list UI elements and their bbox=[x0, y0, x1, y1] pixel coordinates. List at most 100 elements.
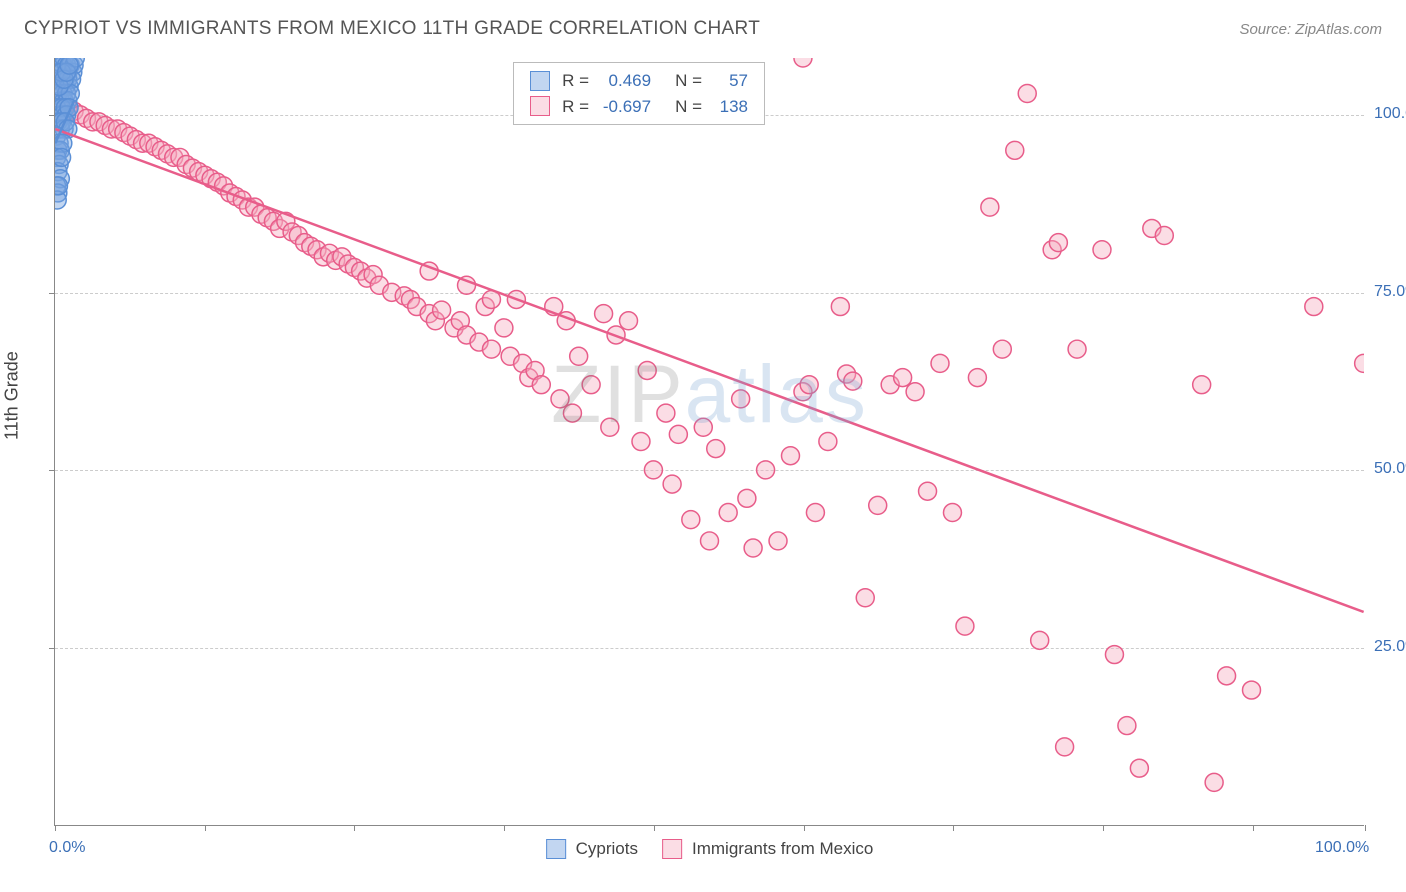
data-point-mexico bbox=[563, 404, 581, 422]
y-tick-label: 100.0% bbox=[1374, 105, 1406, 123]
data-point-mexico bbox=[719, 504, 737, 522]
data-point-mexico bbox=[482, 340, 500, 358]
data-point-mexico bbox=[551, 390, 569, 408]
data-point-mexico bbox=[1105, 646, 1123, 664]
stat-r-label: R = bbox=[562, 94, 589, 120]
data-point-mexico bbox=[1049, 234, 1067, 252]
data-point-mexico bbox=[1355, 354, 1364, 372]
data-point-mexico bbox=[1243, 681, 1261, 699]
scatter-layer bbox=[55, 58, 1364, 825]
x-tick-label: 0.0% bbox=[49, 839, 85, 857]
data-point-mexico bbox=[582, 376, 600, 394]
x-tick bbox=[205, 825, 206, 831]
data-point-mexico bbox=[1193, 376, 1211, 394]
stat-n-value: 57 bbox=[714, 68, 748, 94]
stat-r-value: -0.697 bbox=[601, 94, 651, 120]
data-point-mexico bbox=[701, 532, 719, 550]
y-axis-label: 11th Grade bbox=[2, 351, 23, 440]
stat-n-label: N = bbox=[675, 94, 702, 120]
data-point-mexico bbox=[707, 440, 725, 458]
data-point-mexico bbox=[495, 319, 513, 337]
data-point-mexico bbox=[570, 347, 588, 365]
data-point-mexico bbox=[806, 504, 824, 522]
data-point-mexico bbox=[906, 383, 924, 401]
legend-stats-box: R = 0.469 N = 57 R = -0.697 N = 138 bbox=[513, 62, 765, 125]
legend-swatch bbox=[662, 839, 682, 859]
data-point-mexico bbox=[595, 305, 613, 323]
stat-r-label: R = bbox=[562, 68, 589, 94]
x-tick bbox=[1253, 825, 1254, 831]
x-tick bbox=[1365, 825, 1366, 831]
legend-swatch bbox=[546, 839, 566, 859]
legend-label: Cypriots bbox=[576, 839, 638, 859]
data-point-mexico bbox=[819, 433, 837, 451]
legend-item: Immigrants from Mexico bbox=[662, 839, 873, 859]
source-attribution: Source: ZipAtlas.com bbox=[1239, 21, 1382, 38]
stat-r-value: 0.469 bbox=[601, 68, 651, 94]
data-point-mexico bbox=[800, 376, 818, 394]
data-point-mexico bbox=[869, 496, 887, 514]
x-tick bbox=[804, 825, 805, 831]
data-point-mexico bbox=[919, 482, 937, 500]
data-point-mexico bbox=[1006, 141, 1024, 159]
legend-stats-row: R = 0.469 N = 57 bbox=[530, 68, 748, 94]
data-point-mexico bbox=[1155, 227, 1173, 245]
data-point-mexico bbox=[794, 58, 812, 67]
data-point-mexico bbox=[968, 369, 986, 387]
legend-swatch bbox=[530, 71, 550, 91]
data-point-mexico bbox=[831, 298, 849, 316]
data-point-mexico bbox=[732, 390, 750, 408]
data-point-mexico bbox=[1118, 717, 1136, 735]
data-point-mexico bbox=[433, 301, 451, 319]
x-tick bbox=[953, 825, 954, 831]
data-point-mexico bbox=[894, 369, 912, 387]
y-tick-label: 75.0% bbox=[1374, 283, 1406, 301]
data-point-mexico bbox=[993, 340, 1011, 358]
data-point-mexico bbox=[638, 361, 656, 379]
data-point-mexico bbox=[981, 198, 999, 216]
legend-swatch bbox=[530, 96, 550, 116]
data-point-mexico bbox=[669, 425, 687, 443]
data-point-mexico bbox=[738, 489, 756, 507]
data-point-mexico bbox=[620, 312, 638, 330]
data-point-mexico bbox=[1018, 85, 1036, 103]
data-point-mexico bbox=[657, 404, 675, 422]
data-point-mexico bbox=[1056, 738, 1074, 756]
legend-label: Immigrants from Mexico bbox=[692, 839, 873, 859]
data-point-mexico bbox=[956, 617, 974, 635]
data-point-mexico bbox=[844, 372, 862, 390]
data-point-mexico bbox=[694, 418, 712, 436]
x-tick bbox=[504, 825, 505, 831]
y-tick-label: 25.0% bbox=[1374, 638, 1406, 656]
data-point-mexico bbox=[663, 475, 681, 493]
data-point-mexico bbox=[744, 539, 762, 557]
data-point-mexico bbox=[632, 433, 650, 451]
chart-plot-area: 25.0%50.0%75.0%100.0%0.0%100.0%ZIPatlasR… bbox=[54, 58, 1364, 826]
stat-n-label: N = bbox=[675, 68, 702, 94]
data-point-mexico bbox=[1305, 298, 1323, 316]
data-point-mexico bbox=[644, 461, 662, 479]
data-point-mexico bbox=[532, 376, 550, 394]
data-point-cypriots bbox=[55, 177, 67, 195]
x-tick bbox=[354, 825, 355, 831]
data-point-mexico bbox=[757, 461, 775, 479]
x-tick bbox=[1103, 825, 1104, 831]
data-point-mexico bbox=[601, 418, 619, 436]
data-point-mexico bbox=[856, 589, 874, 607]
x-tick bbox=[654, 825, 655, 831]
legend-bottom: Cypriots Immigrants from Mexico bbox=[546, 839, 874, 859]
data-point-cypriots bbox=[55, 148, 71, 166]
data-point-mexico bbox=[943, 504, 961, 522]
data-point-mexico bbox=[1031, 631, 1049, 649]
legend-item: Cypriots bbox=[546, 839, 638, 859]
data-point-mexico bbox=[1205, 773, 1223, 791]
data-point-mexico bbox=[769, 532, 787, 550]
y-tick-label: 50.0% bbox=[1374, 460, 1406, 478]
chart-title: CYPRIOT VS IMMIGRANTS FROM MEXICO 11TH G… bbox=[24, 18, 760, 40]
data-point-cypriots bbox=[60, 58, 78, 74]
stat-n-value: 138 bbox=[714, 94, 748, 120]
data-point-mexico bbox=[1068, 340, 1086, 358]
x-tick bbox=[55, 825, 56, 831]
data-point-mexico bbox=[1130, 759, 1148, 777]
legend-stats-row: R = -0.697 N = 138 bbox=[530, 94, 748, 120]
